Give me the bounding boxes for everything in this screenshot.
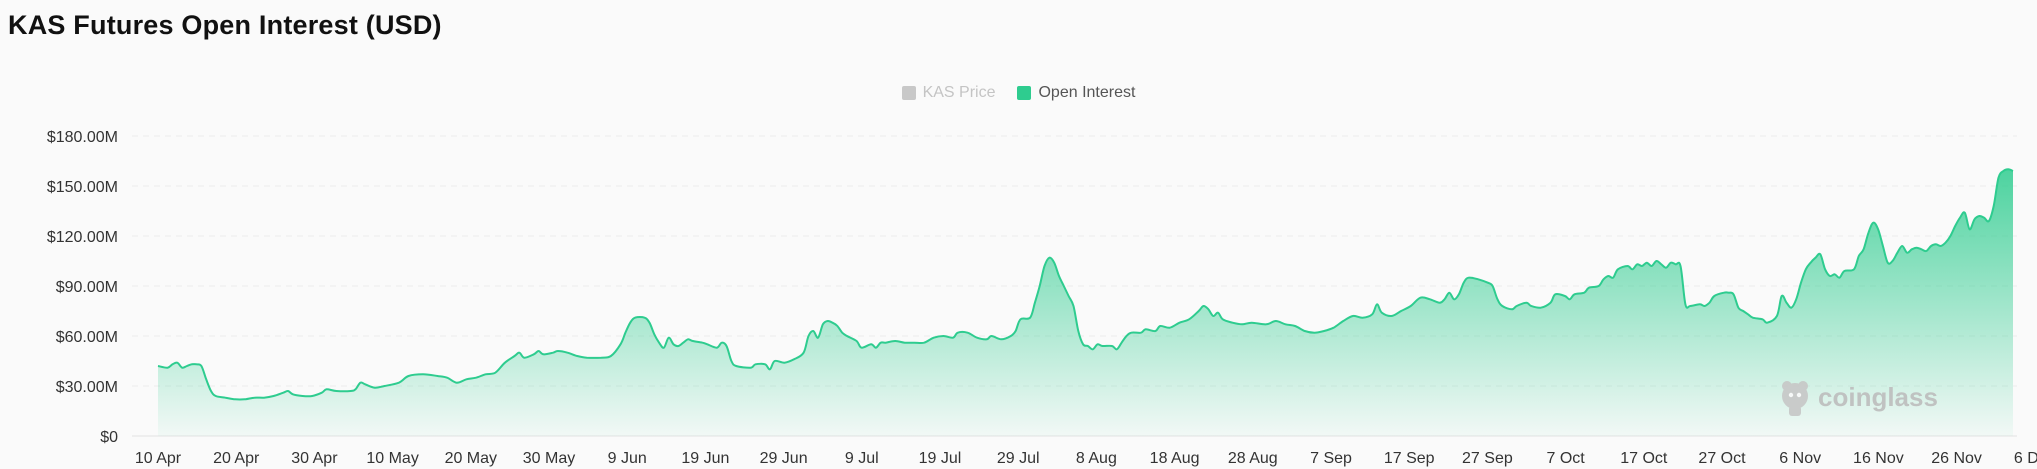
watermark-text: coinglass <box>1818 382 1938 412</box>
x-tick-label: 29 Jun <box>760 450 808 467</box>
x-tick-label: 20 May <box>445 450 497 467</box>
x-tick-label: 7 Oct <box>1546 450 1585 467</box>
x-tick-label: 9 Jun <box>608 450 647 467</box>
x-tick-label: 19 Jul <box>919 450 962 467</box>
open-interest-area <box>158 169 2013 436</box>
x-tick-label: 27 Sep <box>1462 450 1513 467</box>
x-tick-label: 8 Aug <box>1076 450 1117 467</box>
x-tick-label: 7 Sep <box>1310 450 1352 467</box>
y-tick-label: $180.00M <box>47 129 118 146</box>
y-tick-label: $60.00M <box>56 329 118 346</box>
x-tick-label: 17 Oct <box>1620 450 1668 467</box>
x-tick-label: 30 May <box>523 450 575 467</box>
y-tick-label: $90.00M <box>56 279 118 296</box>
x-axis-ticks: 10 Apr 20 Apr 30 Apr 10 May 20 May 30 May 9 Ju… <box>135 450 2037 467</box>
x-tick-label: 6 Nov <box>1779 450 1821 467</box>
y-tick-label: $30.00M <box>56 379 118 396</box>
y-tick-label: $0 <box>100 429 118 446</box>
x-tick-label: 9 Jul <box>845 450 879 467</box>
y-axis-ticks: $0 $30.00M $60.00M $90.00M $120.00M $150.00M $… <box>47 129 118 446</box>
y-tick-label: $120.00M <box>47 229 118 246</box>
x-tick-label: 19 Jun <box>681 450 729 467</box>
x-tick-label: 20 Apr <box>213 450 260 467</box>
x-tick-label: 26 Nov <box>1931 450 1982 467</box>
series-layer <box>158 169 2013 436</box>
x-tick-label: 16 Nov <box>1853 450 1904 467</box>
x-tick-label: 6 Dec <box>2014 450 2037 467</box>
y-tick-label: $150.00M <box>47 179 118 196</box>
x-tick-label: 27 Oct <box>1698 450 1746 467</box>
x-tick-label: 28 Aug <box>1228 450 1278 467</box>
x-tick-label: 10 May <box>366 450 418 467</box>
x-tick-label: 17 Sep <box>1384 450 1435 467</box>
x-tick-label: 30 Apr <box>291 450 338 467</box>
x-tick-label: 10 Apr <box>135 450 182 467</box>
x-tick-label: 29 Jul <box>997 450 1040 467</box>
x-tick-label: 18 Aug <box>1150 450 1200 467</box>
